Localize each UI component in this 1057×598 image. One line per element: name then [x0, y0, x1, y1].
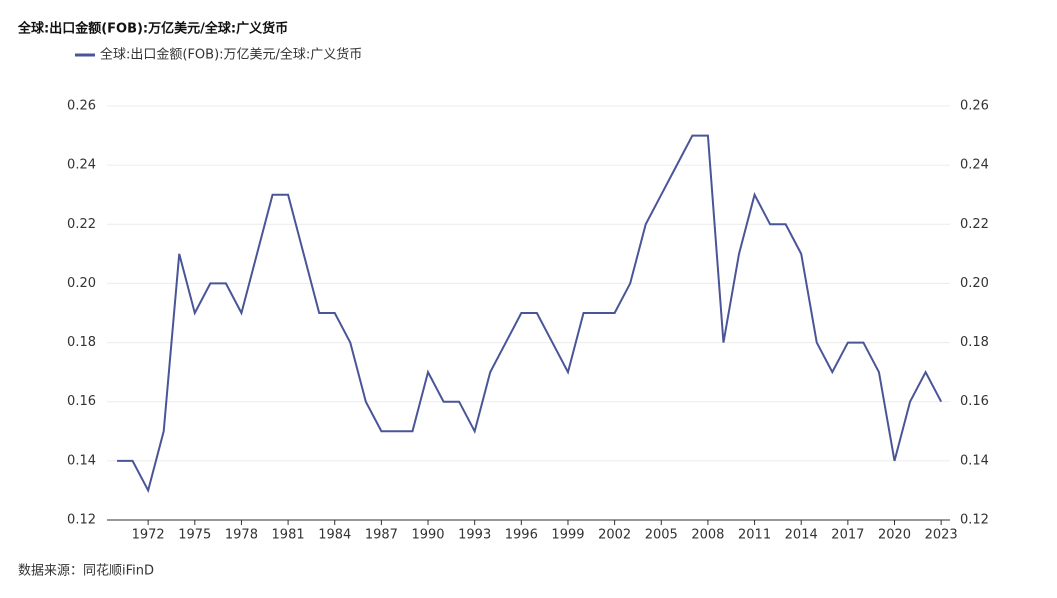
y-tick-label: 0.14: [67, 453, 96, 468]
y2-tick-label: 0.24: [960, 158, 989, 173]
x-tick-label: 1993: [458, 528, 491, 543]
x-tick-label: 2005: [645, 528, 678, 543]
data-line: [117, 134, 943, 494]
x-tick-label: 2017: [831, 528, 864, 543]
y2-tick-label: 0.16: [960, 394, 989, 409]
x-tick-label: 2011: [738, 528, 771, 543]
x-tick-label: 1978: [225, 528, 258, 543]
x-tick-label: 1981: [272, 528, 305, 543]
y-tick-label: 0.22: [67, 217, 96, 232]
y-tick-label: 0.16: [67, 394, 96, 409]
y-tick-label: 0.26: [67, 99, 96, 114]
y-tick-label: 0.12: [67, 513, 96, 528]
y2-tick-label: 0.26: [960, 99, 989, 114]
y-tick-label: 0.20: [67, 276, 96, 291]
y2-tick-label: 0.12: [960, 513, 989, 528]
chart-title: 全球:出口金额(FOB):万亿美元/全球:广义货币: [17, 21, 288, 37]
y-tick-label: 0.24: [67, 158, 96, 173]
x-tick-label: 1990: [411, 528, 444, 543]
x-tick-label: 2020: [878, 528, 911, 543]
x-tick-label: 1984: [318, 528, 351, 543]
x-tick-label: 1972: [132, 528, 165, 543]
y-tick-label: 0.18: [67, 335, 96, 350]
legend-label: 全球:出口金额(FOB):万亿美元/全球:广义货币: [100, 47, 362, 63]
y2-tick-label: 0.18: [960, 335, 989, 350]
x-tick-label: 1996: [505, 528, 538, 543]
x-tick-label: 2014: [785, 528, 818, 543]
x-tick-label: 2023: [925, 528, 958, 543]
x-tick-label: 1975: [178, 528, 211, 543]
x-tick-label: 1999: [551, 528, 584, 543]
y2-tick-label: 0.14: [960, 453, 989, 468]
y2-tick-label: 0.22: [960, 217, 989, 232]
source-note: 数据来源：同花顺iFinD: [18, 563, 154, 579]
x-tick-label: 1987: [365, 528, 398, 543]
y2-tick-label: 0.20: [960, 276, 989, 291]
x-tick-label: 2002: [598, 528, 631, 543]
x-tick-label: 2008: [691, 528, 724, 543]
